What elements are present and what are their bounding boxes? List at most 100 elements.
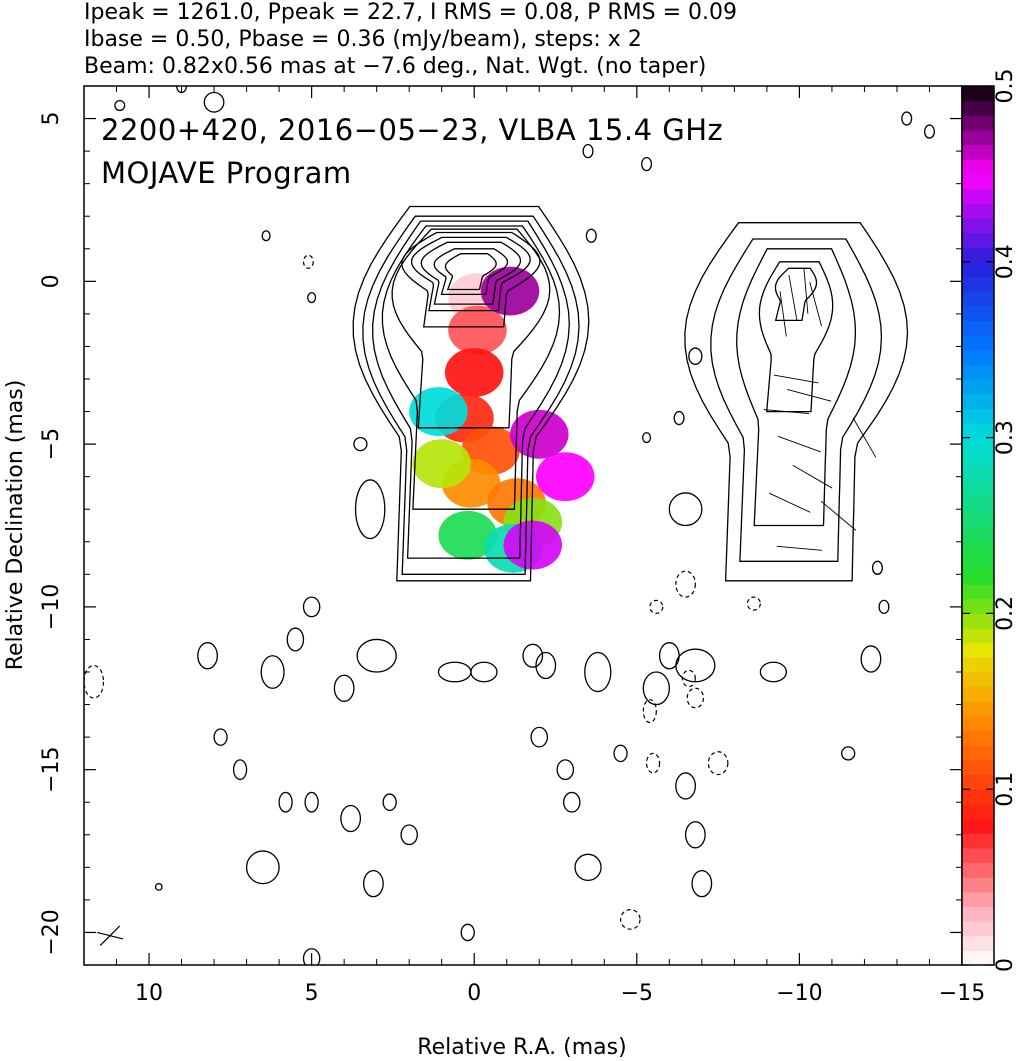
colorbar-segment [962,510,994,527]
colorbar-segment [962,379,994,395]
colorbar-segment [962,129,994,146]
y-axis-label: Relative Declination (mas) [3,380,28,671]
noise-contour [197,642,218,670]
colorbar-segment [962,554,994,571]
colorbar-segment [962,628,994,644]
fractional-pol-patch [503,520,563,570]
noise-contour [673,410,685,426]
noise-contour [340,804,362,833]
negative-contour [675,570,696,598]
x-tick-label: −5 [621,981,653,1006]
noise-contour [304,791,319,813]
x-axis-label: Relative R.A. (mas) [417,1035,626,1060]
fractional-pol-patch [509,409,569,459]
contour-layer [352,205,909,582]
colorbar-segment [962,642,994,658]
colorbar-segment [962,525,994,541]
evpa-vector [788,275,798,321]
intensity-contour [420,241,522,305]
y-tick-label: −15 [39,746,64,792]
intensity-contour [372,220,570,559]
intensity-contour [381,225,561,510]
colorbar-segment [962,818,994,834]
axis-ticks: 10 5 0 −5 −10 −15 5 0 −5 −10 −15 −20 [39,86,985,1006]
colorbar-segment [962,349,994,365]
noise-contour [642,671,670,706]
noise-contour [363,869,384,898]
evpa-vector [779,291,787,337]
evpa-vectors-layer [96,268,877,946]
colorbar-segment [962,950,994,966]
negative-contour [681,669,696,688]
noise-contour [382,793,397,812]
x-tick-label: −15 [939,981,985,1006]
noise-contour [759,661,788,683]
colorbar-segment [962,115,994,131]
colorbar-tick-label: 0.4 [993,244,1018,279]
colorbar-segment [962,540,994,556]
negative-contour [686,687,705,709]
noise-contour [470,661,498,683]
noise-contour [860,645,882,673]
colorbar-segment [962,906,994,922]
colorbar-segment [962,672,994,688]
colorbar-tick-label: 0.2 [993,596,1018,631]
colorbar-segment [962,598,994,614]
colorbar-segment [962,789,994,805]
colorbar-segment [962,232,994,248]
noise-contour [642,432,652,444]
evpa-vector [777,435,821,453]
colorbar-segment [962,217,994,234]
colorbar-segment [962,584,994,600]
colorbar: 0 0.1 0.2 0.3 0.4 0.5 [961,69,1018,972]
beam-marker [96,931,124,940]
plot-area: 10 5 0 −5 −10 −15 5 0 −5 −10 −15 −20 [39,85,985,1006]
noise-contour [684,821,706,849]
header-beam-line: Beam: 0.82x0.56 mas at −7.6 deg., Nat. W… [84,54,706,79]
noise-contour [613,744,628,763]
evpa-vector [776,545,823,551]
fractional-pol-patch [536,452,595,502]
noise-contour [203,91,225,113]
noise-contour [400,824,418,846]
evpa-vector [763,409,810,414]
colorbar-segment [962,247,994,263]
noise-contour [213,728,228,746]
x-tick-label: 0 [467,981,481,1006]
noise-contour [582,143,594,159]
noise-contour [245,850,280,885]
source-annotation: 2200+420, 2016−05−23, VLBA 15.4 GHz [101,113,723,147]
colorbar-segment [962,188,994,204]
colorbar-segment [962,759,994,776]
noise-contour [535,651,557,680]
colorbar-segment [962,437,994,453]
fractional-pol-patch [480,266,540,316]
colorbar-segment [962,774,994,790]
x-tick-label: 10 [135,981,163,1006]
colorbar-segment [962,305,994,321]
negative-contour [649,599,664,615]
intensity-contour [410,236,531,312]
polarized-intensity-contour [736,248,857,527]
colorbar-segment [962,847,994,864]
colorbar-segment [962,891,994,907]
noise-contour [114,100,126,112]
colorbar-segment [962,408,994,424]
program-annotation: MOJAVE Program [101,156,352,190]
y-tick-label: −10 [39,584,64,630]
colorbar-segment [962,452,994,468]
noise-contour [841,746,856,761]
colorbar-segment [962,730,994,746]
colorbar-segment [962,935,994,951]
y-tick-label: −5 [39,428,64,460]
colorbar-segment [962,422,994,439]
colorbar-segment [962,686,994,702]
noise-contour [923,124,936,139]
noise-contour [261,230,271,242]
colorbar-segment [962,261,994,278]
noise-contour [307,292,317,304]
colorbar-segment [962,877,994,893]
negative-contour [746,596,761,611]
fractional-polarization-layer [409,266,595,573]
negative-contour [302,254,314,269]
